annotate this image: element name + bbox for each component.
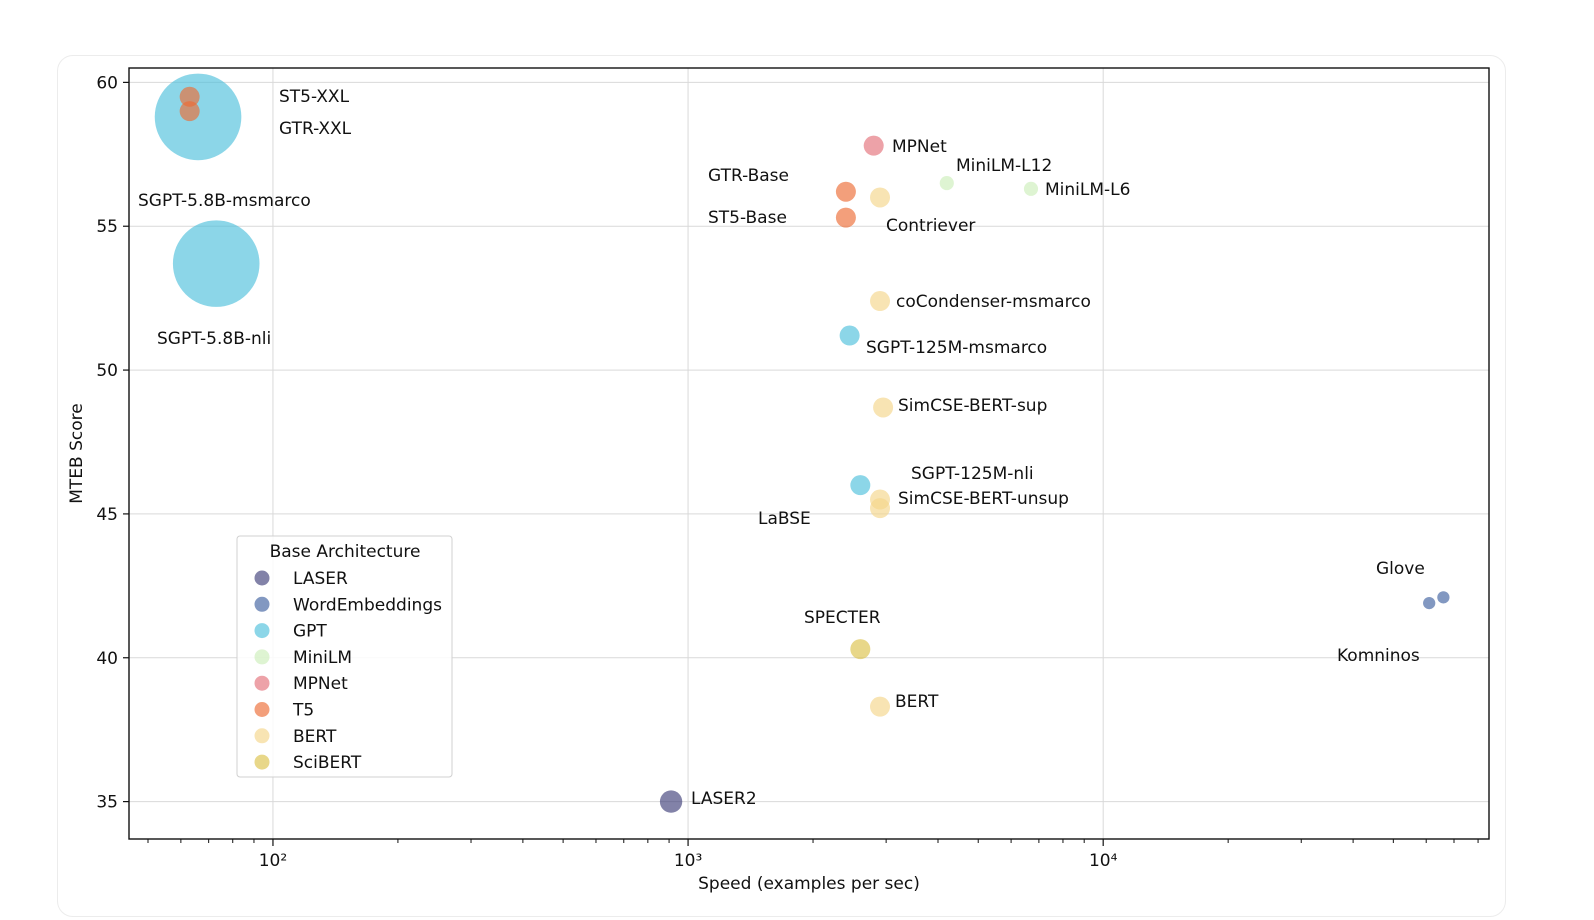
bubble-mpnet	[863, 135, 884, 156]
point-label-cocondenser-msmarco: coCondenser-msmarco	[896, 292, 1091, 312]
bubble-gtr-xxl	[179, 101, 200, 122]
y-tick-label: 40	[96, 649, 118, 669]
bubble-contriever	[870, 187, 891, 208]
bubble-st5-base	[835, 207, 856, 228]
y-tick-label: 55	[96, 217, 118, 237]
x-tick-label: 10²	[259, 851, 287, 871]
bubble-minilm-l6	[1023, 181, 1039, 196]
x-tick-label: 10³	[674, 851, 702, 871]
point-label-sgpt-5-8b-msmarco: SGPT-5.8B-msmarco	[138, 191, 311, 211]
legend-marker-wordembeddings	[254, 596, 270, 612]
point-labels: SGPT-5.8B-msmarco ST5-XXL GTR-XXL SGPT-5.8B…	[138, 87, 1425, 809]
bubble-komninos	[1423, 596, 1436, 610]
legend-label-t5: T5	[292, 701, 314, 721]
legend-label-wordembeddings: WordEmbeddings	[293, 595, 442, 615]
point-label-komninos: Komninos	[1337, 646, 1420, 666]
bubble-sgpt-125m-nli	[850, 475, 871, 496]
legend-marker-mpnet	[254, 675, 270, 691]
x-axis-title: Speed (examples per sec)	[698, 874, 920, 894]
legend-marker-minilm	[254, 649, 270, 665]
point-label-mpnet: MPNet	[892, 137, 947, 157]
point-label-laser2: LASER2	[691, 789, 757, 809]
y-axis-title: MTEB Score	[67, 403, 87, 503]
point-label-labse: LaBSE	[758, 509, 811, 529]
bubble-sgpt-5-8b-nli	[172, 220, 260, 307]
point-label-minilm-l6: MiniLM-L6	[1045, 180, 1130, 200]
bubble-sgpt-125m-msmarco	[839, 325, 860, 346]
point-label-st5-base: ST5-Base	[708, 208, 787, 228]
legend-label-bert: BERT	[293, 727, 337, 747]
bubble-minilm-l12	[939, 176, 954, 191]
point-label-sgpt-125m-msmarco: SGPT-125M-msmarco	[866, 338, 1047, 358]
bubble-laser2	[659, 790, 683, 813]
bubble-glove	[1437, 591, 1450, 604]
point-label-gtr-base: GTR-Base	[708, 166, 789, 186]
bubble-sgpt-5-8b-msmarco	[154, 73, 242, 161]
y-tick-label: 35	[96, 793, 118, 813]
y-tick-label: 60	[96, 73, 118, 93]
legend-marker-t5	[254, 702, 270, 717]
legend-label-gpt: GPT	[293, 622, 327, 642]
bubble-labse	[870, 498, 891, 519]
legend-marker-gpt	[254, 623, 270, 639]
plot-frame	[128, 67, 1490, 840]
point-label-simcse-bert-unsup: SimCSE-BERT-unsup	[898, 489, 1069, 509]
y-tick-label: 45	[96, 505, 118, 525]
point-label-gtr-xxl: GTR-XXL	[279, 119, 352, 139]
point-label-simcse-bert-sup: SimCSE-BERT-sup	[898, 396, 1047, 416]
x-tick-label: 10⁴	[1089, 851, 1118, 871]
legend-items: LASER WordEmbeddings GPT MiniLM MPNet T5 BERT S…	[254, 569, 442, 773]
bubble-st5-xxl	[179, 86, 200, 107]
legend-label-mpnet: MPNet	[293, 674, 348, 694]
bubble-specter	[850, 639, 871, 660]
point-label-sgpt-5-8b-nli: SGPT-5.8B-nli	[157, 329, 271, 349]
axis-ticks: 35 40 45 50 55 60 10² 10³ 10⁴	[96, 73, 1479, 871]
point-label-specter: SPECTER	[804, 608, 881, 628]
legend-marker-scibert	[254, 754, 270, 770]
legend-marker-bert	[254, 728, 270, 744]
y-tick-label: 50	[96, 361, 118, 381]
bubble-simcse-bert-sup	[873, 397, 894, 418]
bubble-cocondenser-msmarco	[870, 291, 891, 312]
legend-label-laser: LASER	[293, 569, 348, 589]
point-label-sgpt-125m-nli: SGPT-125M-nli	[911, 464, 1034, 484]
point-label-minilm-l12: MiniLM-L12	[956, 156, 1052, 176]
point-label-contriever: Contriever	[886, 216, 975, 236]
legend: Base Architecture LASER WordEmbeddings GPT…	[236, 535, 453, 778]
legend-box	[236, 535, 453, 778]
legend-label-scibert: SciBERT	[293, 753, 362, 773]
legend-label-minilm: MiniLM	[293, 648, 352, 668]
point-label-glove: Glove	[1376, 559, 1425, 579]
bubble-bert	[870, 696, 891, 717]
bubbles	[154, 73, 1450, 813]
legend-title: Base Architecture	[270, 542, 421, 562]
point-label-bert: BERT	[895, 692, 939, 712]
legend-marker-laser	[254, 570, 270, 586]
point-label-st5-xxl: ST5-XXL	[279, 87, 350, 107]
bubble-gtr-base	[835, 181, 856, 202]
